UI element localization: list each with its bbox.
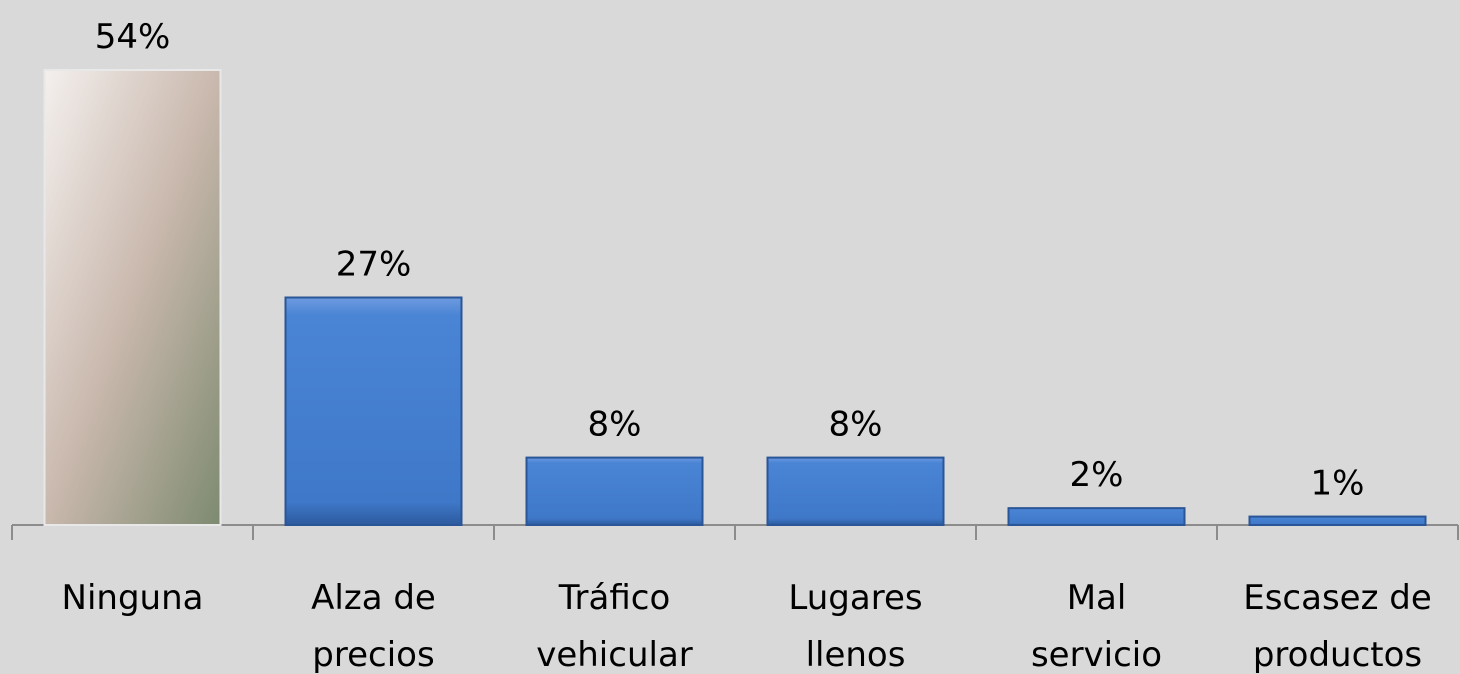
x-tick-label: Tráfico vehicular (536, 578, 693, 674)
x-tick-label: Lugares llenos (788, 578, 923, 674)
value-label: 8% (829, 405, 883, 445)
value-label: 54% (95, 17, 171, 57)
bar (43, 69, 222, 526)
value-label: 1% (1311, 464, 1365, 504)
value-label: 8% (588, 405, 642, 445)
x-tick-label: Mal servicio (1030, 578, 1163, 674)
x-tick-label: Escasez de productos (1243, 578, 1432, 674)
bar (1248, 515, 1427, 527)
bar (525, 456, 704, 526)
bar (1007, 507, 1186, 527)
x-tick-label: Ninguna (61, 578, 204, 618)
bar (284, 296, 463, 526)
bar (766, 456, 945, 526)
value-label: 27% (336, 245, 412, 285)
x-tick-label: Alza de precios (311, 578, 436, 674)
value-label: 2% (1070, 455, 1124, 495)
